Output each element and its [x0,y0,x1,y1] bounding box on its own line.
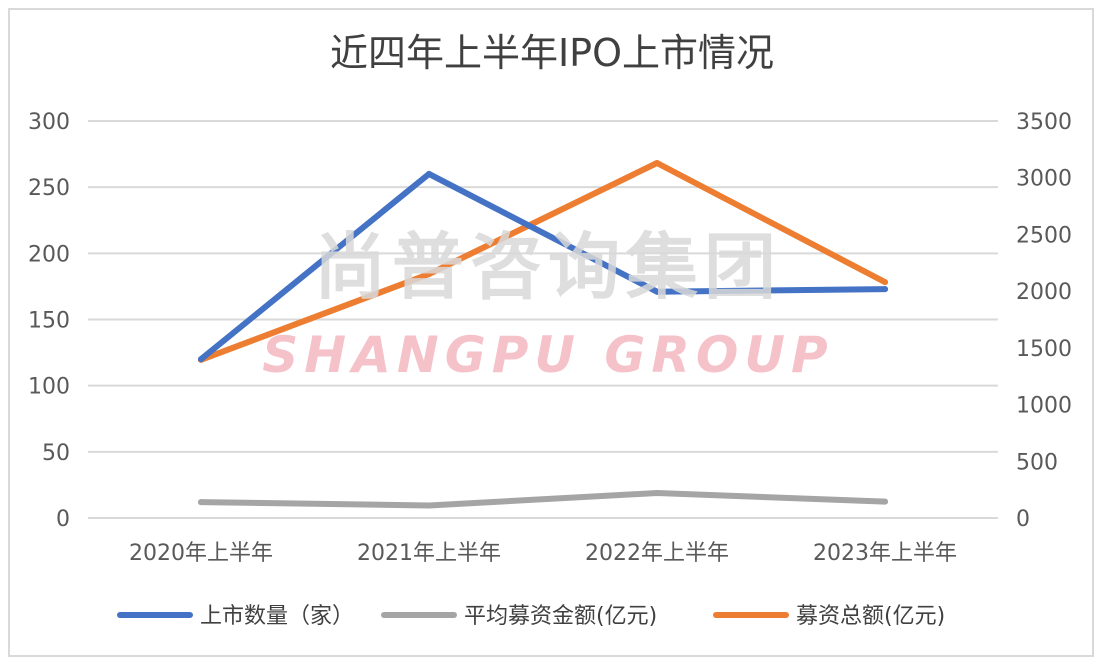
series-line-0 [198,170,888,363]
watermark-en: SHANGPU GROUP [262,326,833,384]
watermark-cn: 尚普咨询集团 [314,225,782,309]
left-tick-label: 300 [28,110,70,135]
series-line-2 [198,160,888,363]
x-tick-label: 2022年上半年 [585,541,729,566]
data-point [882,279,888,286]
right-tick-label: 2000 [1016,280,1072,305]
x-tick-label: 2021年上半年 [357,541,501,566]
data-point [198,356,204,363]
data-point [882,286,888,293]
right-tick-label: 3000 [1016,167,1072,192]
data-point [426,170,432,177]
series-line-1 [198,490,888,509]
right-axis-ticks: 0 500 1000 1500 2000 2500 3000 3500 [1016,110,1072,532]
chart-frame [8,8,1094,657]
legend-label: 平均募资金额(亿元) [464,604,657,629]
right-tick-label: 3500 [1016,110,1072,135]
data-point [426,502,432,509]
legend-item-1: 平均募资金额(亿元) [381,604,657,629]
legend: 上市数量（家） 平均募资金额(亿元) 募资总额(亿元) [117,604,945,629]
gridlines [88,120,998,519]
left-axis-ticks: 0 50 100 150 200 250 300 [28,110,70,532]
legend-item-0: 上市数量（家） [117,604,354,629]
x-tick-label: 2023年上半年 [813,541,957,566]
data-point [198,499,204,506]
x-axis-ticks: 2020年上半年 2021年上半年 2022年上半年 2023年上半年 [129,541,957,566]
data-point [654,160,660,166]
data-point [654,288,660,295]
data-point [426,271,432,278]
right-tick-label: 2500 [1016,223,1072,248]
chart-title: 近四年上半年IPO上市情况 [330,31,774,75]
right-tick-label: 0 [1016,507,1030,532]
left-tick-label: 100 [28,375,70,400]
data-point [654,490,660,496]
left-tick-label: 50 [42,441,70,466]
legend-label: 上市数量（家） [200,604,354,629]
watermark: 尚普咨询集团 SHANGPU GROUP [262,225,833,384]
left-tick-label: 200 [28,242,70,267]
left-tick-label: 150 [28,309,70,334]
series-lines [198,160,888,509]
legend-item-2: 募资总额(亿元) [713,604,945,629]
right-tick-label: 1500 [1016,337,1072,362]
x-tick-label: 2020年上半年 [129,541,273,566]
right-tick-label: 500 [1016,450,1058,475]
data-point [882,498,888,505]
legend-label: 募资总额(亿元) [796,604,945,629]
left-tick-label: 0 [56,507,70,532]
left-tick-label: 250 [28,176,70,201]
right-tick-label: 1000 [1016,394,1072,419]
